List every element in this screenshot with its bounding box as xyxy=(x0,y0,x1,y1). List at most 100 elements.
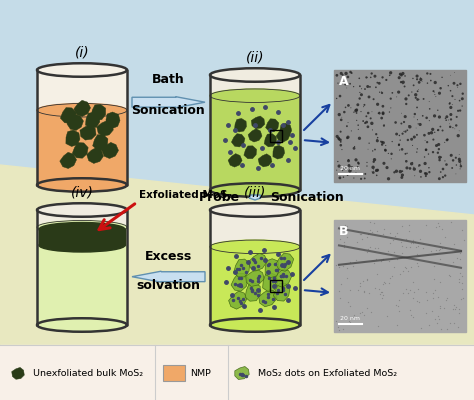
Point xyxy=(448,93,456,99)
Point xyxy=(385,176,392,182)
Point xyxy=(365,110,372,116)
Point xyxy=(356,231,364,237)
Point xyxy=(405,122,413,129)
Point xyxy=(449,124,456,131)
Point xyxy=(337,128,345,135)
Point xyxy=(374,245,382,251)
Point xyxy=(383,77,390,83)
Point xyxy=(398,120,405,127)
Point xyxy=(363,159,371,166)
Polygon shape xyxy=(228,154,242,167)
Point xyxy=(422,146,430,153)
Point xyxy=(436,154,444,160)
Point xyxy=(337,137,344,143)
Point xyxy=(458,286,466,292)
Point xyxy=(429,295,437,301)
Point xyxy=(344,119,352,126)
Point xyxy=(420,96,428,102)
Point xyxy=(415,86,422,93)
Bar xyxy=(37,110,127,185)
Bar xyxy=(334,70,466,182)
Point xyxy=(410,82,418,88)
Point xyxy=(434,127,442,133)
Point xyxy=(366,219,374,226)
Point xyxy=(333,95,340,102)
Polygon shape xyxy=(258,154,272,167)
Point xyxy=(338,76,346,83)
Point xyxy=(394,303,402,310)
Point xyxy=(363,249,371,256)
Point xyxy=(398,223,406,229)
Point xyxy=(436,240,444,246)
Point xyxy=(334,80,342,86)
Point xyxy=(362,171,369,177)
Point xyxy=(352,157,360,163)
Text: solvation: solvation xyxy=(137,279,201,292)
Point xyxy=(378,258,385,264)
Point xyxy=(401,83,409,90)
Point xyxy=(452,154,460,161)
Polygon shape xyxy=(231,273,248,291)
Bar xyxy=(210,210,300,325)
Point xyxy=(370,167,377,173)
Point xyxy=(444,136,451,143)
Point xyxy=(404,137,411,143)
Point xyxy=(427,77,435,84)
Point xyxy=(412,125,420,131)
Point xyxy=(439,166,447,172)
Point xyxy=(339,168,346,174)
Point xyxy=(456,158,464,164)
Point xyxy=(366,84,374,90)
Point xyxy=(455,132,462,139)
Point xyxy=(456,151,463,158)
Point xyxy=(379,74,386,80)
Point xyxy=(336,93,344,99)
Ellipse shape xyxy=(37,104,127,117)
Point xyxy=(419,245,427,251)
Point xyxy=(379,231,386,237)
Point xyxy=(413,73,421,79)
Point xyxy=(418,78,426,85)
Point xyxy=(402,96,410,102)
Point xyxy=(449,258,456,265)
Bar xyxy=(0,0,474,345)
Point xyxy=(422,173,429,179)
Ellipse shape xyxy=(210,68,300,82)
Point xyxy=(338,114,346,120)
Point xyxy=(437,124,444,130)
Polygon shape xyxy=(273,283,290,301)
Point xyxy=(368,120,375,126)
Point xyxy=(428,308,436,314)
Point xyxy=(338,79,346,86)
Polygon shape xyxy=(80,125,96,140)
Point xyxy=(456,107,464,114)
Point xyxy=(432,247,439,253)
Point xyxy=(367,115,374,122)
Ellipse shape xyxy=(210,318,300,332)
Point xyxy=(374,101,382,108)
Point xyxy=(343,234,350,240)
Point xyxy=(402,265,410,272)
Point xyxy=(337,139,345,145)
Point xyxy=(353,257,360,264)
Polygon shape xyxy=(273,145,284,159)
Point xyxy=(375,286,383,292)
Point xyxy=(413,250,421,257)
Point xyxy=(336,136,343,142)
Point xyxy=(385,280,392,286)
Point xyxy=(380,122,388,129)
Text: Exfoliated MoS₂: Exfoliated MoS₂ xyxy=(139,190,232,200)
Point xyxy=(340,174,347,180)
Point xyxy=(458,273,466,280)
Point xyxy=(396,132,403,139)
Point xyxy=(417,76,425,83)
Point xyxy=(415,79,423,86)
Point xyxy=(401,128,409,135)
Point xyxy=(353,110,360,116)
Point xyxy=(421,154,428,160)
Point xyxy=(383,164,391,171)
Point xyxy=(342,81,349,87)
Point xyxy=(338,146,346,153)
Point xyxy=(335,163,343,169)
Text: (i): (i) xyxy=(75,45,89,59)
